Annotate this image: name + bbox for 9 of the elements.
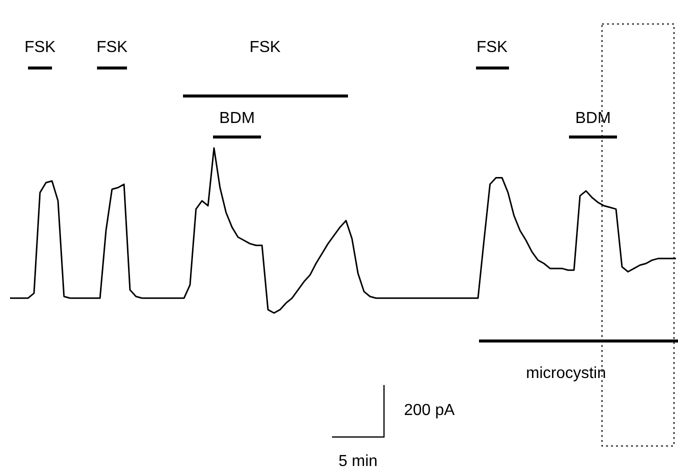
text: BDM (219, 110, 255, 127)
text: BDM (575, 110, 611, 127)
text: FSK (249, 39, 281, 56)
text: FSK (24, 39, 56, 56)
text: FSK (96, 39, 128, 56)
text: microcystin (526, 365, 606, 382)
text: 200 pA (404, 402, 456, 419)
text: 5 min (338, 453, 378, 470)
text: FSK (476, 39, 508, 56)
